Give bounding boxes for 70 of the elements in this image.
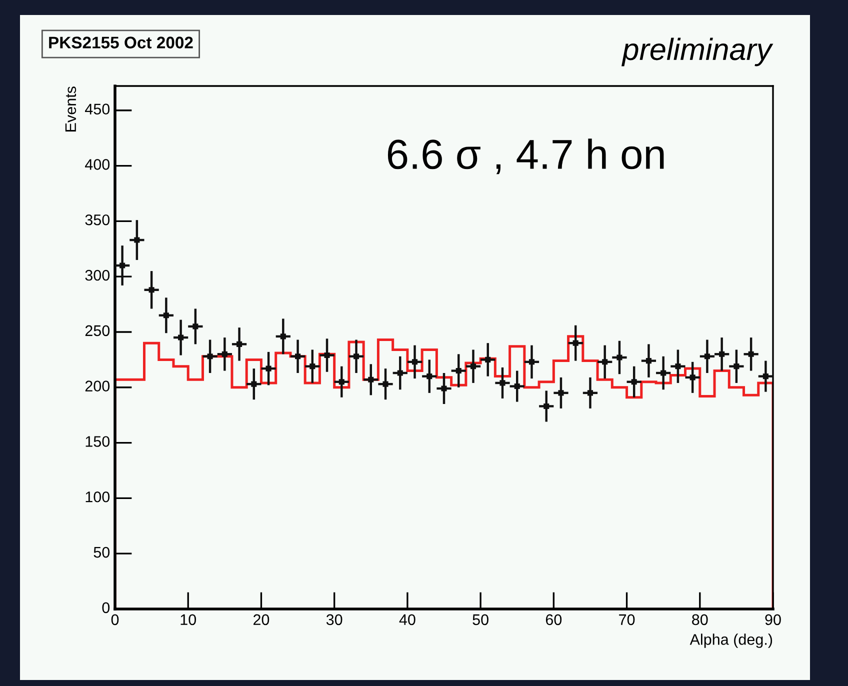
point [120,262,126,268]
point [704,354,710,360]
x-axis-title: Alpha (deg.) [690,634,772,648]
point [338,379,344,385]
y-tick-label: 200 [85,380,110,392]
x-tick-label: 50 [472,614,488,626]
point [148,287,154,293]
point [266,366,272,372]
point [412,359,418,365]
point [280,334,286,340]
point [719,351,725,357]
point [207,354,213,360]
text: preliminary [622,38,774,66]
point [397,370,403,376]
y-tick-label: 400 [85,159,110,170]
point [602,359,608,365]
x-tick-label: 30 [326,614,342,626]
point [572,340,578,346]
x-tick-label: 20 [253,614,270,626]
y-tick-label: 250 [85,325,110,336]
point [134,237,140,243]
y-tick-label: 300 [85,270,110,281]
point [163,312,169,318]
y-tick-label: 0 [102,602,110,614]
point [528,359,535,365]
point [587,390,593,396]
x-tick-label: 70 [619,614,635,626]
point [485,356,491,362]
point [470,364,476,370]
point [368,376,374,382]
point [558,390,564,396]
point [646,358,652,364]
point [500,380,506,386]
point [675,364,681,370]
y-tick-label: 350 [85,214,110,226]
point [690,374,696,380]
point [616,354,622,360]
point [631,379,637,385]
annotation: 6.6 σ , 4.7 h on [388,138,664,174]
x-tick-label: 80 [692,614,708,626]
x-tick-label: 10 [180,614,196,626]
point [236,341,242,347]
point [192,324,198,330]
point [660,370,666,376]
point [734,364,740,370]
x-tick-label: 0 [111,614,119,626]
point [762,374,768,380]
y-axis-title: Events [65,86,76,132]
chart-title: PKS2155 Oct 2002 [49,36,193,48]
point [251,381,257,387]
point [178,334,184,340]
y-tick-label: 50 [94,546,110,558]
point [441,386,447,392]
point [353,354,360,360]
point [310,364,316,370]
point [748,351,754,357]
point [222,351,228,357]
x-tick-label: 90 [765,614,781,626]
x-tick-label: 60 [546,614,562,626]
point [456,368,462,374]
point [544,403,550,410]
point [295,354,301,360]
point [426,374,432,380]
x-tick-label: 40 [399,614,416,626]
y-tick-label: 100 [86,491,110,502]
point [514,384,520,390]
point [324,352,330,358]
y-tick-label: 150 [86,436,110,447]
point [382,381,388,387]
y-tick-label: 450 [85,104,110,114]
